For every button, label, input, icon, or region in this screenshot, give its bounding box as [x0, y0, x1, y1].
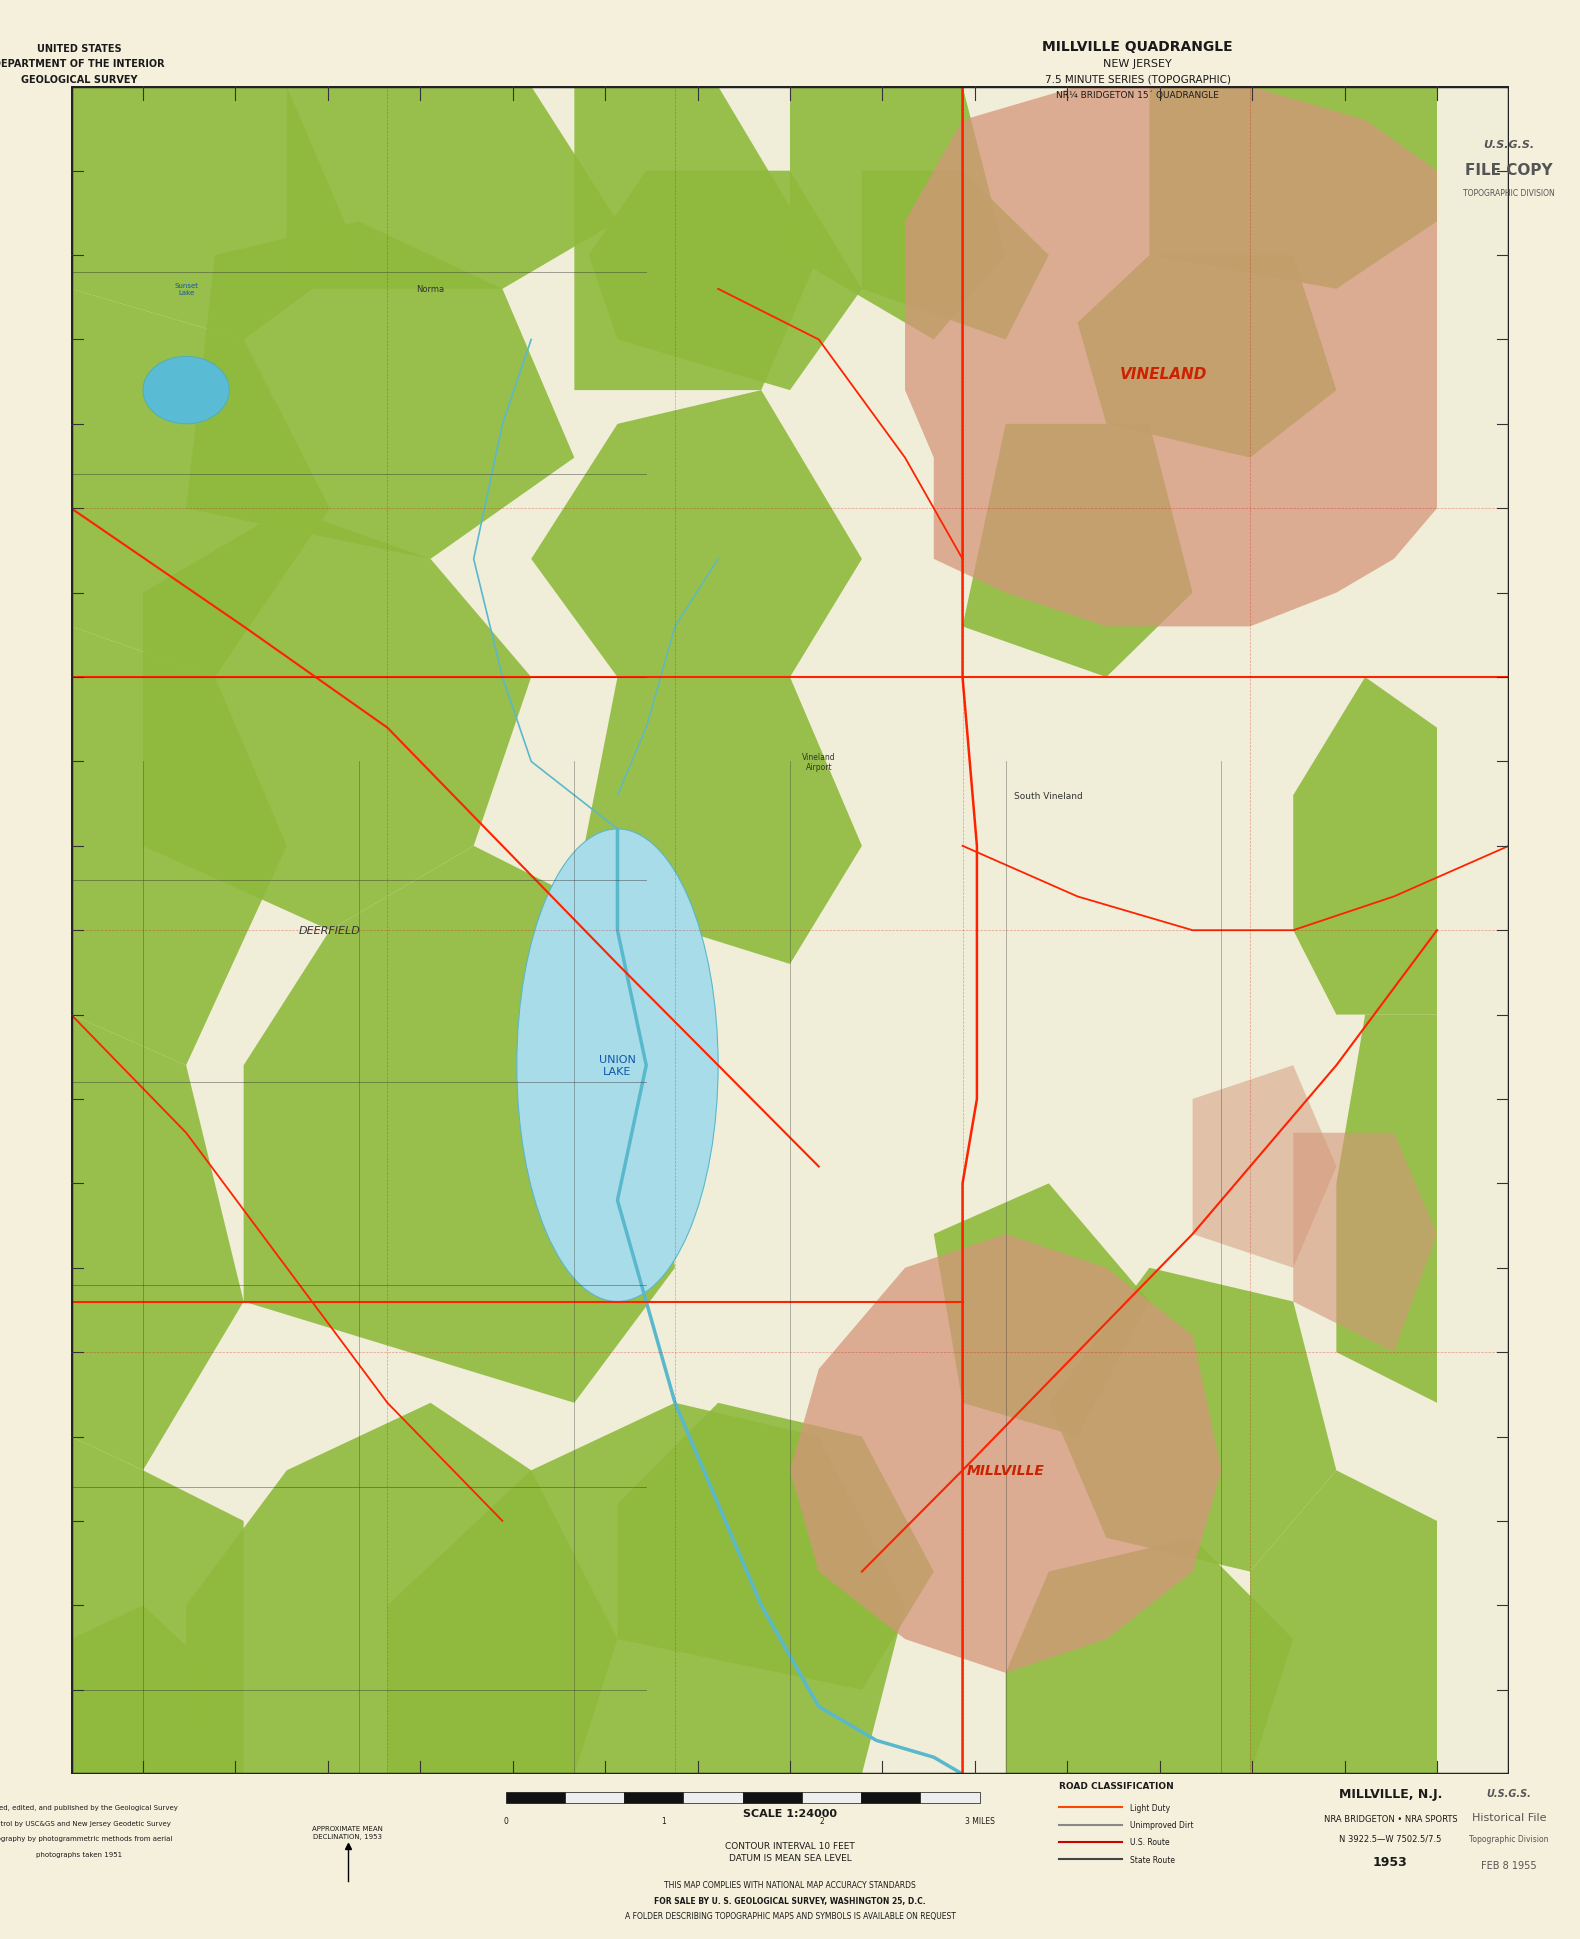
Polygon shape [1006, 1538, 1292, 1774]
Text: UNITED STATES: UNITED STATES [36, 43, 122, 54]
Text: FEB 8 1955: FEB 8 1955 [1480, 1860, 1537, 1871]
Text: GEOLOGICAL SURVEY: GEOLOGICAL SURVEY [21, 74, 137, 85]
FancyBboxPatch shape [861, 1792, 920, 1803]
Polygon shape [574, 677, 863, 964]
Text: U.S.G.S.: U.S.G.S. [1487, 1788, 1531, 1799]
Polygon shape [790, 1235, 1221, 1673]
Text: Vineland
Airport: Vineland Airport [803, 752, 836, 772]
Text: Unimproved Dirt: Unimproved Dirt [1130, 1821, 1193, 1828]
Text: U.S. Route: U.S. Route [1130, 1838, 1169, 1846]
Polygon shape [1193, 1066, 1337, 1268]
Text: MILLVILLE QUADRANGLE: MILLVILLE QUADRANGLE [1043, 39, 1232, 54]
FancyBboxPatch shape [743, 1792, 801, 1803]
Text: 0: 0 [502, 1817, 509, 1825]
Polygon shape [144, 508, 531, 931]
Text: U.S.G.S.: U.S.G.S. [1484, 140, 1534, 151]
Polygon shape [589, 173, 863, 392]
Text: N 3922.5—W 7502.5/7.5: N 3922.5—W 7502.5/7.5 [1340, 1834, 1441, 1842]
Polygon shape [1292, 677, 1436, 1016]
Polygon shape [71, 1605, 215, 1774]
Text: 2: 2 [818, 1817, 825, 1825]
Text: Control by USC&GS and New Jersey Geodetic Survey: Control by USC&GS and New Jersey Geodeti… [0, 1819, 171, 1827]
Polygon shape [71, 626, 288, 1066]
Polygon shape [1250, 1470, 1436, 1774]
Text: photographs taken 1951: photographs taken 1951 [36, 1850, 122, 1858]
Text: 3 MILES: 3 MILES [965, 1817, 994, 1825]
Text: Historical File: Historical File [1471, 1811, 1547, 1823]
FancyBboxPatch shape [506, 1792, 566, 1803]
FancyBboxPatch shape [683, 1792, 743, 1803]
Polygon shape [1049, 1268, 1337, 1573]
Text: Sunset
Lake: Sunset Lake [174, 283, 198, 297]
Text: Topographic Division: Topographic Division [1469, 1834, 1548, 1842]
Text: DEPARTMENT OF THE INTERIOR: DEPARTMENT OF THE INTERIOR [0, 58, 164, 70]
Text: UNION
LAKE: UNION LAKE [599, 1055, 635, 1076]
FancyBboxPatch shape [566, 1792, 624, 1803]
Text: Mapped, edited, and published by the Geological Survey: Mapped, edited, and published by the Geo… [0, 1803, 179, 1811]
Text: South Vineland: South Vineland [1014, 791, 1084, 801]
Text: 7.5 MINUTE SERIES (TOPOGRAPHIC): 7.5 MINUTE SERIES (TOPOGRAPHIC) [1044, 74, 1231, 85]
Text: VINELAND: VINELAND [1120, 366, 1207, 382]
Text: 1953: 1953 [1373, 1856, 1408, 1867]
Polygon shape [934, 1183, 1149, 1437]
Text: FILE COPY: FILE COPY [1465, 163, 1553, 178]
Text: State Route: State Route [1130, 1856, 1174, 1863]
Text: NR¼ BRIDGETON 15´ QUADRANGLE: NR¼ BRIDGETON 15´ QUADRANGLE [1055, 91, 1220, 99]
Polygon shape [186, 1404, 618, 1774]
Polygon shape [962, 425, 1193, 677]
Polygon shape [574, 87, 818, 392]
Polygon shape [288, 87, 618, 289]
Text: Topography by photogrammetric methods from aerial: Topography by photogrammetric methods fr… [0, 1834, 172, 1842]
Text: SCALE 1:24000: SCALE 1:24000 [743, 1807, 837, 1819]
Polygon shape [71, 87, 359, 341]
Polygon shape [1337, 1016, 1436, 1404]
Text: APPROXIMATE MEAN
DECLINATION, 1953: APPROXIMATE MEAN DECLINATION, 1953 [313, 1825, 382, 1840]
Polygon shape [531, 392, 863, 677]
Polygon shape [186, 223, 574, 560]
Text: DEERFIELD: DEERFIELD [299, 925, 360, 937]
FancyBboxPatch shape [803, 1792, 861, 1803]
Text: Norma: Norma [417, 285, 444, 295]
Text: Light Duty: Light Duty [1130, 1803, 1169, 1811]
Polygon shape [1149, 87, 1436, 289]
Polygon shape [1292, 1132, 1436, 1353]
FancyBboxPatch shape [920, 1792, 980, 1803]
Text: THIS MAP COMPLIES WITH NATIONAL MAP ACCURACY STANDARDS: THIS MAP COMPLIES WITH NATIONAL MAP ACCU… [664, 1881, 916, 1889]
Text: NEW JERSEY: NEW JERSEY [1103, 58, 1172, 70]
Polygon shape [863, 173, 1049, 341]
Text: FOR SALE BY U. S. GEOLOGICAL SURVEY, WASHINGTON 25, D.C.: FOR SALE BY U. S. GEOLOGICAL SURVEY, WAS… [654, 1896, 926, 1904]
FancyBboxPatch shape [624, 1792, 683, 1803]
Polygon shape [243, 845, 675, 1404]
Polygon shape [618, 1404, 934, 1689]
Ellipse shape [517, 830, 717, 1301]
Polygon shape [905, 87, 1436, 626]
Polygon shape [71, 289, 330, 677]
Text: TOPOGRAPHIC DIVISION: TOPOGRAPHIC DIVISION [1463, 190, 1555, 198]
Polygon shape [71, 1016, 243, 1470]
Text: A FOLDER DESCRIBING TOPOGRAPHIC MAPS AND SYMBOLS IS AVAILABLE ON REQUEST: A FOLDER DESCRIBING TOPOGRAPHIC MAPS AND… [624, 1912, 956, 1920]
Ellipse shape [144, 357, 229, 425]
Text: 1: 1 [660, 1817, 667, 1825]
Polygon shape [790, 87, 1006, 341]
Text: MILLVILLE: MILLVILLE [967, 1464, 1044, 1478]
Polygon shape [71, 1437, 243, 1774]
Text: NRA BRIDGETON • NRA SPORTS: NRA BRIDGETON • NRA SPORTS [1324, 1815, 1457, 1823]
Text: MILLVILLE, N.J.: MILLVILLE, N.J. [1338, 1788, 1443, 1799]
Polygon shape [1078, 256, 1337, 458]
Text: CONTOUR INTERVAL 10 FEET
DATUM IS MEAN SEA LEVEL: CONTOUR INTERVAL 10 FEET DATUM IS MEAN S… [725, 1840, 855, 1863]
Polygon shape [387, 1404, 905, 1774]
Text: ROAD CLASSIFICATION: ROAD CLASSIFICATION [1059, 1782, 1174, 1790]
